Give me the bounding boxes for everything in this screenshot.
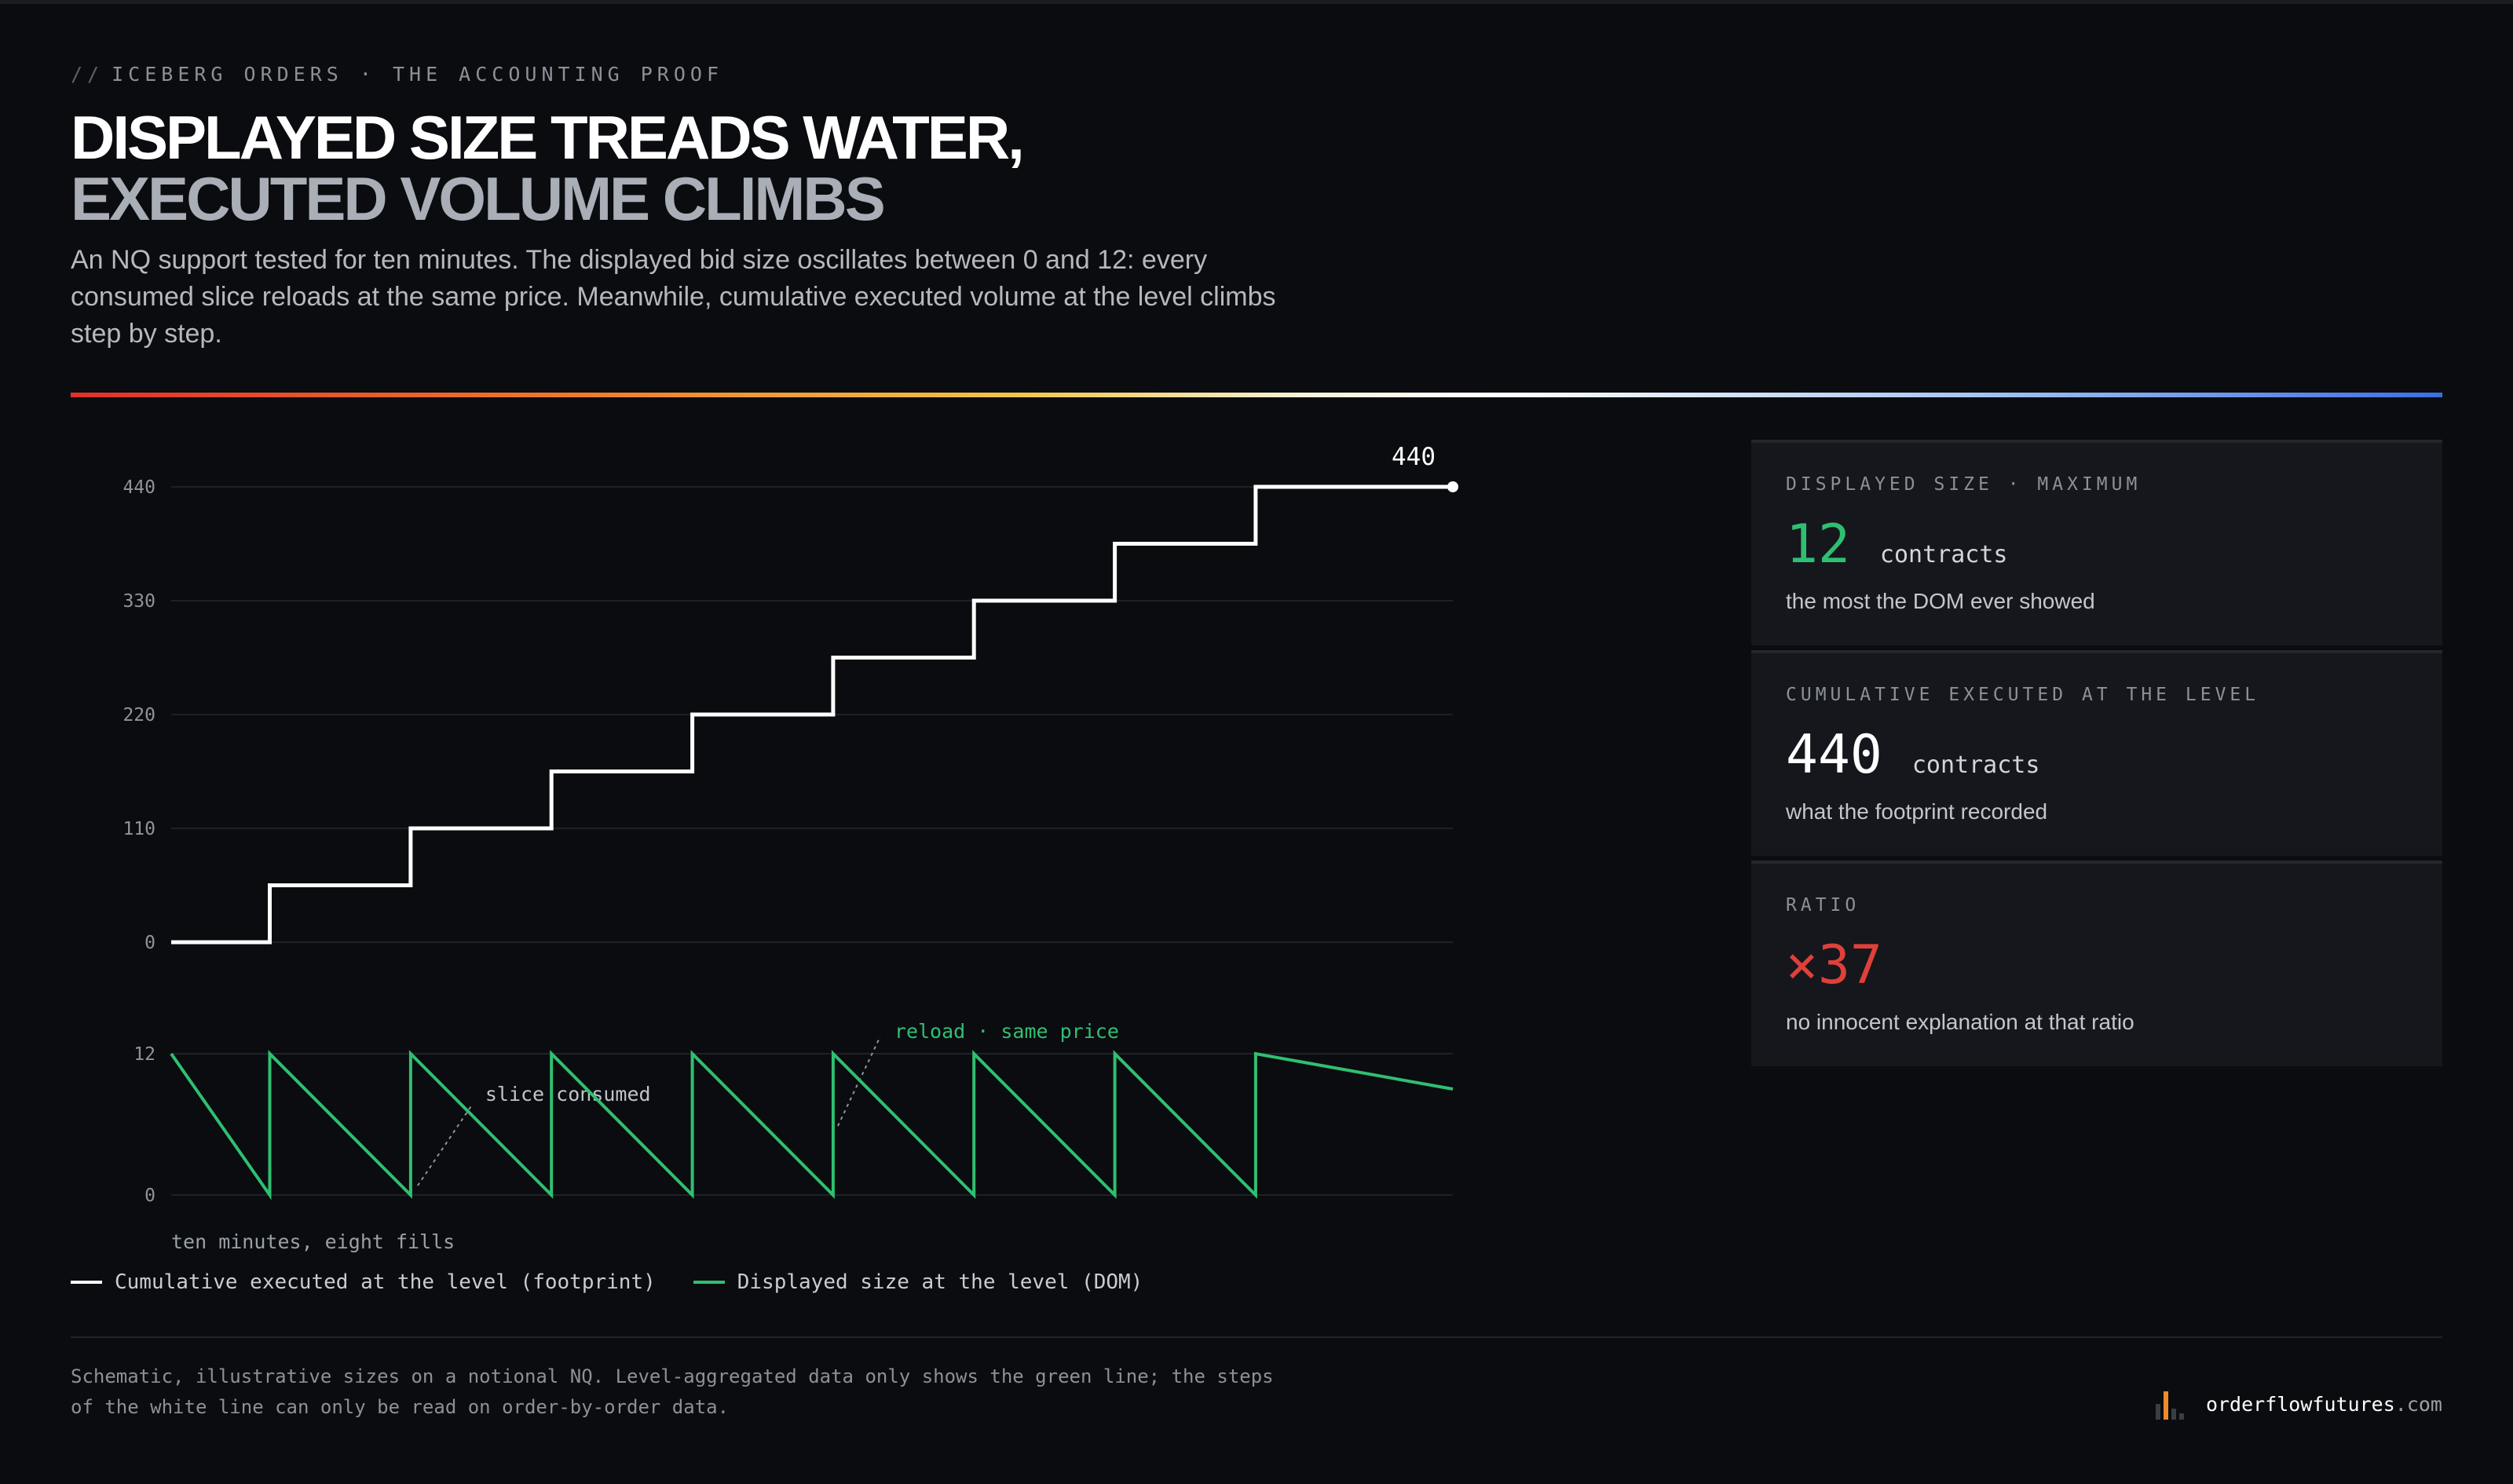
footer-divider <box>71 1336 2442 1338</box>
stat-card-value: 12 <box>1786 514 1850 576</box>
title-line-2: EXECUTED VOLUME CLIMBS <box>71 164 886 233</box>
subtitle: An NQ support tested for ten minutes. Th… <box>71 245 1276 349</box>
annotation-leader-line <box>417 1103 474 1186</box>
y-tick-label: 330 <box>123 591 155 612</box>
stat-card-note: no innocent explanation at that ratio <box>1786 1010 2134 1034</box>
legend-swatch-displayed <box>693 1281 725 1284</box>
series-end-dot <box>1447 481 1458 492</box>
footnote: Schematic, illustrative sizes on a notio… <box>71 1365 1274 1418</box>
stat-card-value: 440 <box>1786 724 1882 786</box>
series-line-displayed-size <box>170 1050 1454 1201</box>
stat-card-ratio: RATIO ×37 no innocent explanation at tha… <box>1751 861 2442 1066</box>
annotations: slice consumed reload · same price <box>417 1020 1119 1186</box>
stat-card-note: the most the DOM ever showed <box>1786 589 2095 613</box>
top-edge-line <box>0 0 2513 4</box>
y-tick-label: 0 <box>144 1186 155 1206</box>
stat-card-value: ×37 <box>1786 934 1882 996</box>
legend: Cumulative executed at the level (footpr… <box>71 1269 1180 1296</box>
stat-card-label: CUMULATIVE EXECUTED AT THE LEVEL <box>1786 685 2260 705</box>
y-tick-label: 12 <box>134 1044 155 1065</box>
eyebrow-text: ICEBERG ORDERS · THE ACCOUNTING PROOF <box>112 63 724 86</box>
title-line-1: DISPLAYED SIZE TREADS WATER, <box>71 103 1025 172</box>
y-tick-label: 440 <box>123 477 155 498</box>
stat-card-displayed-max: DISPLAYED SIZE · MAXIMUM 12 contracts th… <box>1751 440 2442 645</box>
chart: 0 110 220 330 440 0 12 slice consumed reload ·… <box>123 443 1458 1253</box>
stat-card-unit: contracts <box>1879 541 2008 568</box>
stats-panel: DISPLAYED SIZE · MAXIMUM 12 contracts th… <box>1751 440 2442 1068</box>
stat-card-label: DISPLAYED SIZE · MAXIMUM <box>1786 474 2142 495</box>
annotation-slice-consumed: slice consumed <box>485 1083 651 1106</box>
page-title: DISPLAYED SIZE TREADS WATER, EXECUTED VO… <box>71 107 1327 229</box>
y-tick-label: 110 <box>123 819 155 839</box>
top-chart-y-ticks: 0 110 220 330 440 <box>123 477 155 953</box>
brand[interactable]: orderflowfutures .com <box>2154 1387 2442 1421</box>
eyebrow-prefix: // <box>71 63 104 86</box>
legend-item-displayed: Displayed size at the level (DOM) <box>693 1270 1143 1294</box>
stat-card-unit: contracts <box>1911 751 2040 779</box>
brand-suffix: .com <box>2394 1392 2442 1416</box>
stat-card-label: RATIO <box>1786 895 1860 916</box>
y-tick-label: 0 <box>144 933 155 953</box>
stat-card-cumulative: CUMULATIVE EXECUTED AT THE LEVEL 440 con… <box>1751 650 2442 856</box>
stat-card-value-row: 440 contracts <box>1786 726 2039 785</box>
stat-card-value-row: 12 contracts <box>1786 515 2007 575</box>
stat-card-value-row: ×37 <box>1786 936 1882 996</box>
legend-label-cumulative: Cumulative executed at the level (footpr… <box>115 1270 656 1294</box>
bottom-chart-grid <box>171 1053 1453 1196</box>
series-line-cumulative-executed <box>171 484 1453 945</box>
legend-item-cumulative: Cumulative executed at the level (footpr… <box>71 1270 656 1294</box>
x-axis-label: ten minutes, eight fills <box>171 1230 455 1253</box>
legend-label-displayed: Displayed size at the level (DOM) <box>737 1270 1143 1294</box>
bar-chart-logo-icon <box>2155 1391 2184 1420</box>
eyebrow: // ICEBERG ORDERS · THE ACCOUNTING PROOF <box>71 63 723 86</box>
bottom-chart-y-ticks: 0 12 <box>134 1044 155 1206</box>
series-end-label: 440 <box>1392 443 1436 471</box>
legend-swatch-cumulative <box>71 1281 102 1284</box>
brand-name: orderflowfutures <box>2205 1392 2395 1416</box>
annotation-reload: reload · same price <box>894 1020 1119 1043</box>
stat-card-note: what the footprint recorded <box>1786 799 2048 824</box>
gradient-divider <box>71 393 2442 397</box>
y-tick-label: 220 <box>123 705 155 726</box>
